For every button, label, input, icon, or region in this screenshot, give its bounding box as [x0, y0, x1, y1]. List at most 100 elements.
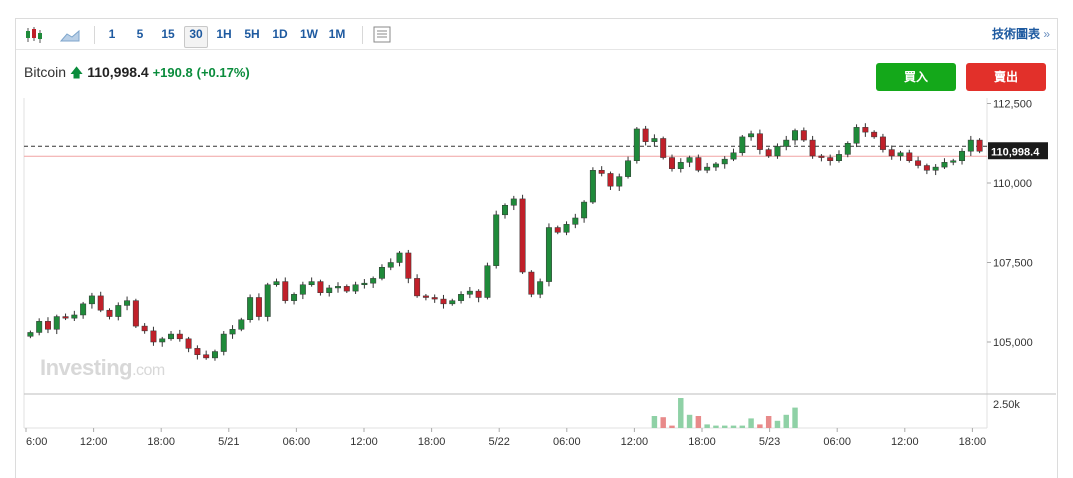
timeframe-1w[interactable]: 1W	[300, 27, 318, 41]
chart-widget-frame	[15, 18, 1058, 478]
candle-body	[660, 138, 667, 158]
candle-body	[941, 162, 948, 168]
volume-bar	[774, 420, 781, 428]
candle-body	[176, 333, 183, 340]
candle-body	[291, 294, 298, 301]
timeframe-1[interactable]: 1	[108, 27, 116, 41]
technical-chart-link[interactable]: 技術圖表 »	[988, 19, 1050, 50]
candle-body	[669, 157, 675, 169]
candle-body	[247, 297, 254, 320]
candle-body	[783, 139, 790, 147]
candle-body	[756, 133, 763, 150]
candle-body	[185, 338, 192, 349]
timeframe-1h[interactable]: 1H	[216, 27, 232, 41]
candle-body	[915, 160, 922, 166]
candle-body	[194, 348, 201, 355]
candle-body	[589, 170, 596, 203]
volume-axis-label: 2.50k	[993, 399, 1020, 411]
x-tick-label: 12:00	[621, 436, 649, 448]
watermark-suffix: .com	[132, 362, 165, 379]
volume-bar	[695, 416, 702, 428]
timeframe-30[interactable]: 30	[189, 27, 203, 41]
candle-body	[932, 166, 939, 171]
candle-body	[466, 290, 473, 295]
candle-body	[308, 281, 315, 286]
candle-body	[431, 297, 438, 300]
volume-bar	[748, 418, 754, 428]
candle-body	[976, 139, 983, 152]
candle-body	[765, 149, 772, 157]
double-chevron-right-icon: »	[1043, 27, 1050, 41]
x-tick-label: 18:00	[959, 436, 987, 448]
volume-bar	[730, 425, 737, 428]
candle-body	[132, 300, 139, 327]
candle-body	[739, 136, 746, 154]
timeframe-5[interactable]: 5	[136, 27, 144, 41]
table-view-icon[interactable]	[370, 19, 394, 50]
candle-body	[53, 316, 60, 330]
x-tick-label: 06:00	[823, 436, 851, 448]
instrument-name: Bitcoin	[24, 64, 67, 80]
buy-button[interactable]: 買入	[876, 63, 956, 91]
candle-body	[677, 162, 684, 169]
x-tick-label: 6:00	[26, 436, 47, 448]
volume-bar	[792, 407, 798, 428]
candle-body	[809, 139, 816, 157]
candle-body	[633, 128, 640, 161]
x-tick-label: 5/21	[218, 436, 239, 448]
price-chart[interactable]: 105,000 107,500 110,000 112,500 110,998.4 2.5…	[0, 0, 1073, 462]
candle-body	[888, 149, 895, 157]
candlestick-chart-icon[interactable]	[22, 19, 46, 50]
timeframe-5h[interactable]: 5H	[244, 27, 260, 41]
candle-body	[967, 139, 974, 152]
candle-body	[686, 157, 693, 163]
candle-body	[704, 166, 711, 171]
technical-chart-label: 技術圖表	[991, 27, 1040, 41]
candle-body	[361, 282, 368, 286]
y-tick-label: 107,500	[993, 258, 1033, 270]
candle-body	[141, 325, 148, 332]
candle-body	[616, 176, 623, 187]
candle-body	[458, 294, 465, 301]
candle-body	[264, 284, 271, 317]
candle-body	[572, 217, 579, 225]
quote-header: Bitcoin 🡅 110,998.4 +190.8 (+0.17%)	[24, 62, 250, 82]
candle-body	[440, 298, 447, 305]
candle-body	[124, 300, 131, 306]
x-tick-label: 12:00	[80, 436, 108, 448]
volume-bar	[704, 424, 710, 428]
candle-body	[238, 319, 245, 330]
chart-toolbar: 1 5 15 30 1H 5H 1D 1W 1M 技術圖表 »	[16, 19, 1056, 50]
candle-body	[792, 130, 799, 141]
volume-bar	[713, 425, 719, 428]
candle-body	[422, 295, 429, 298]
candle-body	[493, 214, 500, 266]
timeframe-selected-box	[184, 26, 208, 48]
sell-button[interactable]: 賣出	[966, 63, 1046, 91]
candle-body	[598, 170, 605, 174]
volume-bar	[722, 425, 728, 428]
volume-bar	[739, 425, 746, 428]
candle-body	[748, 133, 755, 138]
candle-body	[774, 146, 781, 157]
candle-body	[343, 286, 350, 292]
current-price-label: 110,998.4	[991, 146, 1040, 158]
candle-body	[502, 205, 508, 216]
candle-body	[159, 338, 166, 343]
candle-body	[730, 152, 737, 160]
candle-body	[800, 130, 807, 141]
timeframe-15[interactable]: 15	[161, 27, 175, 41]
timeframe-1m[interactable]: 1M	[328, 27, 346, 41]
area-chart-icon[interactable]	[58, 19, 82, 50]
candle-body	[396, 252, 403, 263]
candle-body	[220, 333, 227, 352]
candle-body	[97, 295, 104, 311]
candle-body	[607, 173, 614, 187]
candle-body	[370, 278, 377, 284]
candle-body	[484, 265, 491, 298]
x-tick-label: 06:00	[553, 436, 581, 448]
candle-body	[827, 157, 834, 161]
timeframe-1d[interactable]: 1D	[272, 27, 288, 41]
candle-body	[581, 201, 588, 219]
candle-body	[537, 281, 544, 295]
